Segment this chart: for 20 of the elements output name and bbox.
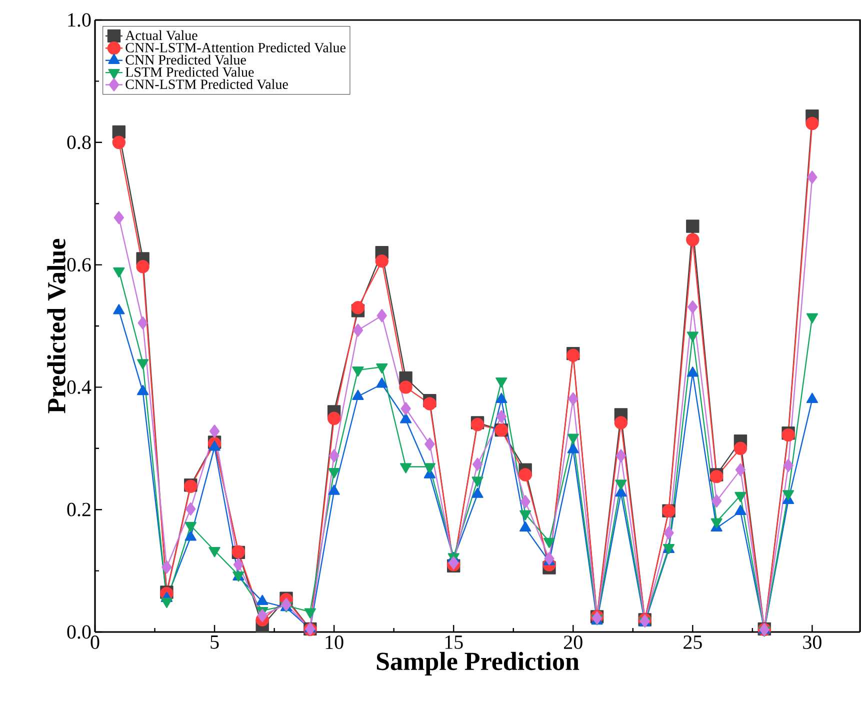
legend-label: LSTM Predicted Value bbox=[126, 66, 254, 77]
y-tick-label: 0.6 bbox=[67, 258, 91, 272]
y-tick-label: 0.4 bbox=[67, 380, 92, 394]
legend-label: Actual Value bbox=[125, 30, 198, 40]
x-tick-label: 5 bbox=[210, 636, 219, 649]
legend-label: CNN-LSTM Predicted Value bbox=[126, 79, 288, 90]
x-tick-label: 10 bbox=[326, 636, 344, 650]
y-tick-label: 0.0 bbox=[67, 625, 91, 639]
x-tick-label: 0 bbox=[90, 636, 100, 650]
y-tick-label: 1.0 bbox=[68, 13, 91, 27]
x-tick-label: 25 bbox=[684, 636, 702, 649]
y-tick-label: 0.2 bbox=[67, 502, 90, 516]
y-axis-title: Predicted Value bbox=[47, 238, 66, 414]
x-tick-label: 15 bbox=[445, 636, 463, 649]
x-tick-label: 30 bbox=[803, 636, 822, 650]
x-tick-label: 20 bbox=[564, 636, 582, 650]
y-tick-label: 0.8 bbox=[67, 136, 91, 150]
x-axis-title: Sample Prediction bbox=[376, 652, 580, 676]
legend-label: CNN Predicted Value bbox=[126, 54, 246, 65]
legend-label: CNN-LSTM-Attention Predicted Value bbox=[126, 42, 346, 52]
